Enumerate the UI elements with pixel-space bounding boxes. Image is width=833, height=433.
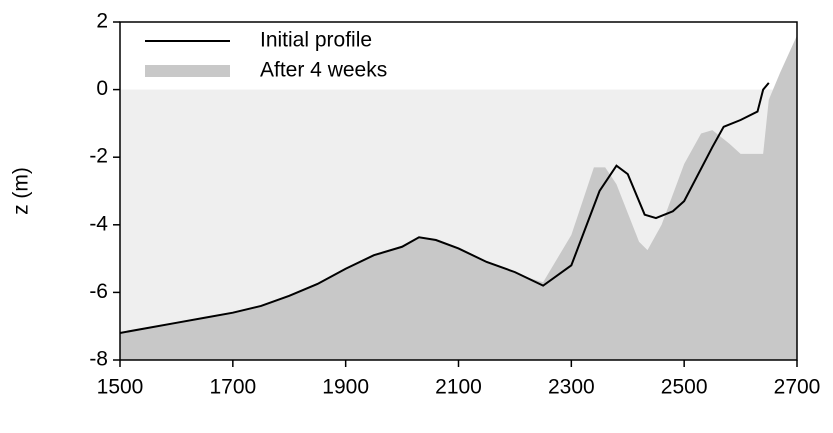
y-tick-label: 0	[96, 77, 108, 100]
legend-label: Initial profile	[260, 29, 372, 52]
line	[119, 82, 770, 334]
x-tick-label: 1900	[322, 376, 369, 399]
x-tick-label: 2100	[435, 376, 482, 399]
y-tick-label: -4	[89, 212, 108, 235]
x-tick-label: 2300	[548, 376, 595, 399]
area	[120, 35, 797, 361]
x-tick-label: 1500	[97, 376, 144, 399]
x-tick-label: 1700	[209, 376, 256, 399]
y-tick-label: 2	[96, 10, 108, 33]
y-tick-label: -6	[89, 280, 108, 303]
y-axis-label: z (m)	[10, 167, 33, 215]
legend-label: After 4 weeks	[260, 59, 387, 82]
legend-swatch	[145, 65, 230, 77]
x-tick-label: 2700	[774, 376, 821, 399]
x-tick-label: 2500	[661, 376, 708, 399]
y-tick-label: -2	[89, 145, 108, 168]
y-tick-label: -8	[89, 348, 108, 371]
